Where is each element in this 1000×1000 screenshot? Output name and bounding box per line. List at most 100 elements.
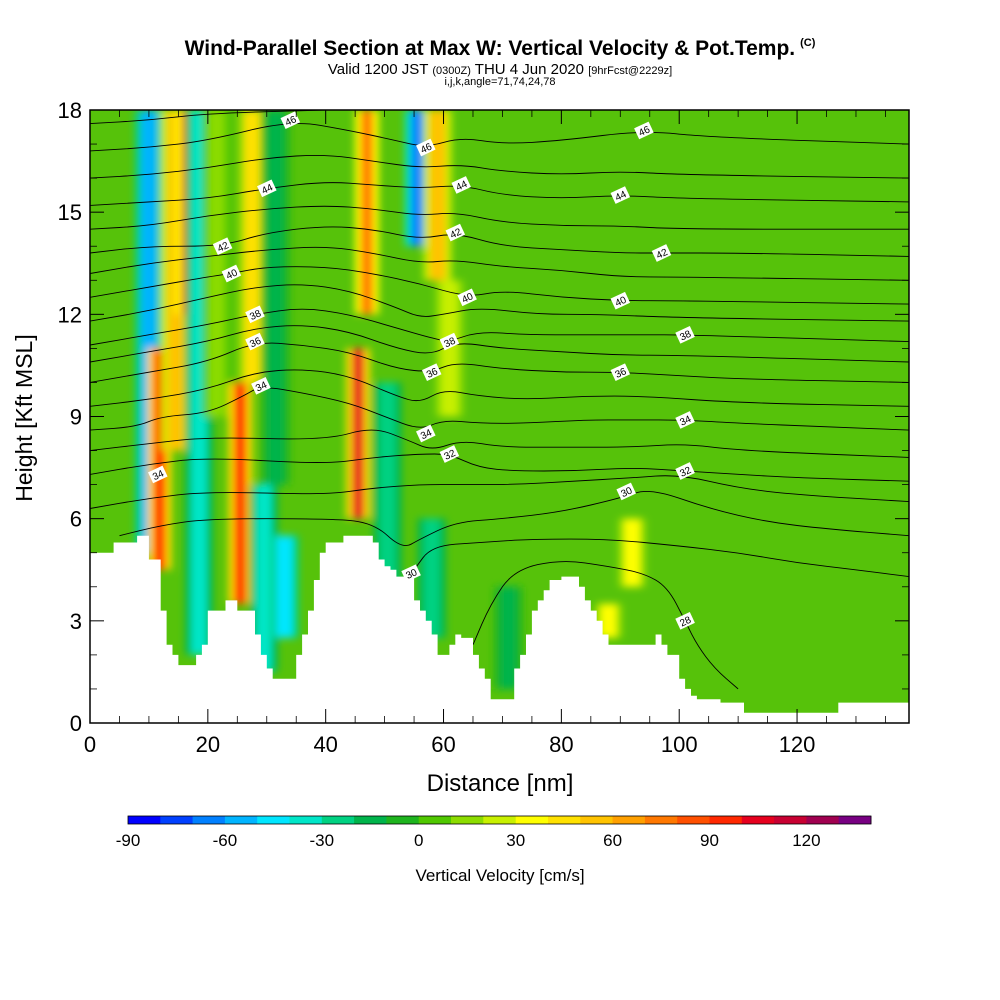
x-tick-label: 80 [549, 732, 573, 757]
contour-label-text: 38 [248, 308, 263, 323]
x-tick-label: 0 [84, 732, 96, 757]
contour-label: 46 [634, 121, 654, 140]
colorbar-swatch [741, 816, 775, 824]
contour-label: 44 [257, 179, 277, 198]
theta-contour [90, 369, 909, 407]
theta-contour [413, 538, 909, 578]
colorbar-swatch [515, 816, 549, 824]
contour-label-bg [675, 611, 695, 630]
contour-label-text: 32 [443, 448, 458, 463]
contour-label-text: 38 [443, 335, 458, 350]
velocity-column [234, 382, 247, 604]
theta-contour [90, 453, 909, 482]
x-tick-label: 100 [661, 732, 698, 757]
contour-label: 40 [457, 288, 477, 307]
colorbar-swatch [224, 816, 258, 824]
contour-label-bg [251, 376, 271, 395]
y-tick-label: 6 [70, 507, 82, 532]
velocity-column [379, 382, 396, 587]
theta-contour [90, 246, 909, 281]
contour-label-bg [245, 332, 265, 351]
theta-contour [472, 561, 739, 690]
chart-subtitle: Valid 1200 JST (0300Z) THU 4 Jun 2020 [9… [0, 62, 1000, 77]
velocity-column [208, 110, 225, 417]
contour-label: 34 [148, 465, 168, 484]
y-tick-label: 3 [70, 609, 82, 634]
contour-label-text: 34 [151, 468, 166, 483]
contour-label-bg [445, 223, 466, 242]
theta-contour [119, 490, 909, 547]
colorbar-frame [127, 815, 872, 825]
theta-contour [90, 342, 909, 383]
colorbar-swatch [580, 816, 613, 824]
contour-label-text: 34 [678, 414, 693, 429]
colorbar-tick-label: -60 [213, 831, 238, 850]
contour-label: 40 [221, 264, 242, 283]
contour-label: 36 [245, 332, 265, 351]
valid-utc: (0300Z) [432, 65, 471, 77]
colorbar-swatch [838, 816, 872, 824]
y-tick-label: 12 [58, 302, 82, 327]
contour-label-bg [245, 305, 265, 324]
contour-label-text: 36 [614, 366, 629, 381]
colorbar-label: Vertical Velocity [cm/s] [415, 866, 584, 885]
contour-label-text: 42 [655, 247, 670, 262]
x-tick-label: 120 [779, 732, 816, 757]
contour-label-bg [280, 111, 301, 130]
colorbar-swatch [774, 816, 807, 824]
chart-title: Wind-Parallel Section at Max W: Vertical… [184, 37, 796, 60]
contour-label: 38 [439, 332, 460, 351]
theta-contour [90, 266, 909, 305]
contour-label: 44 [451, 176, 471, 194]
contour-label: 32 [439, 445, 460, 463]
contour-label-bg [421, 363, 442, 382]
theta-contour [90, 226, 909, 257]
colorbar-tick-label: 120 [792, 831, 820, 850]
contour-label-text: 46 [637, 124, 652, 139]
contour-label-text: 30 [619, 485, 634, 500]
x-tick-label: 60 [431, 732, 455, 757]
colorbar-swatch [192, 816, 226, 824]
theta-contour [90, 154, 909, 179]
theta-contour [90, 123, 909, 152]
valid-time: Valid 1200 JST [327, 61, 429, 78]
valid-date: THU 4 Jun 2020 [474, 61, 585, 78]
velocity-column [500, 586, 517, 689]
contour-label-text: 34 [419, 427, 434, 442]
contour-label-text: 36 [425, 366, 440, 381]
y-tick-label: 18 [58, 98, 82, 123]
contour-label: 30 [616, 482, 636, 501]
contour-label-bg [610, 363, 631, 382]
velocity-column [600, 603, 617, 638]
contour-label: 46 [416, 138, 436, 157]
velocity-column [255, 484, 272, 672]
contour-label-bg [675, 325, 695, 344]
colorbar-swatch [612, 816, 646, 824]
colorbar-swatch [806, 816, 840, 824]
velocity-column [429, 110, 446, 281]
contour-label: 44 [610, 186, 631, 204]
colorbar-swatch [709, 816, 743, 824]
contour-label: 42 [212, 237, 233, 256]
colorbar-swatch [451, 816, 484, 824]
colorbar-tick-label: -90 [116, 831, 141, 850]
copyright-mark: (C) [800, 37, 816, 49]
contour-label: 38 [245, 305, 265, 324]
grid-indices: i,j,k,angle=71,74,24,78 [444, 76, 556, 88]
contour-label-bg [221, 264, 242, 283]
colorbar-swatch [386, 816, 420, 824]
contour-label-bg [616, 482, 636, 501]
x-axis-label: Distance [nm] [427, 770, 574, 797]
velocity-column [267, 110, 284, 485]
contour-label-text: 44 [260, 182, 275, 197]
contour-label-bg [416, 424, 436, 443]
colorbar-swatch [160, 816, 193, 824]
contour-label-bg [651, 244, 672, 262]
contour-label-bg [610, 186, 631, 204]
theta-contour [90, 308, 909, 346]
colorbar-swatch [321, 816, 355, 824]
colorbar-swatch [354, 816, 387, 824]
contour-label-bg [610, 291, 631, 310]
colorbar-swatch [644, 816, 678, 824]
colorbar-swatch [257, 816, 290, 824]
